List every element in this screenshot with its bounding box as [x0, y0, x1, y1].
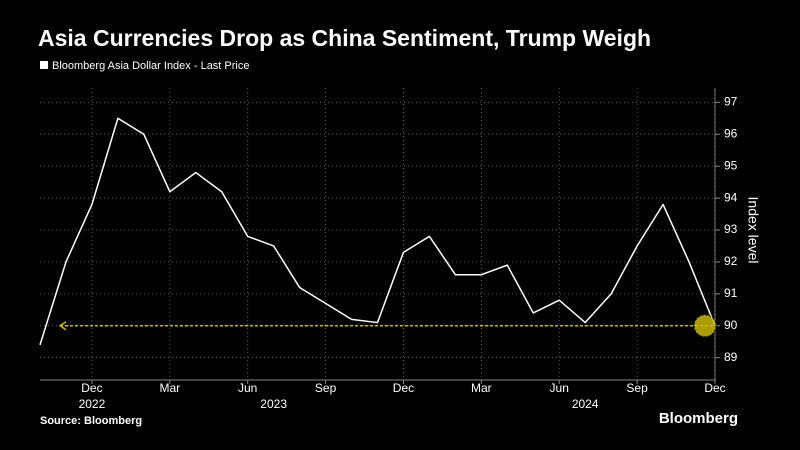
brand: Bloomberg: [659, 410, 738, 427]
chart-title: Asia Currencies Drop as China Sentiment,…: [38, 25, 651, 51]
x-tick-label: Dec: [81, 381, 102, 395]
x-tick-label: Dec: [704, 381, 725, 395]
last-price-arrow: [58, 321, 67, 331]
source: Source: Bloomberg: [40, 415, 142, 427]
x-tick-label: Sep: [315, 381, 337, 395]
x-year-label: 2024: [572, 397, 599, 411]
legend-swatch: [40, 61, 48, 69]
last-price-marker: [693, 314, 717, 338]
x-tick-label: Dec: [393, 381, 414, 395]
x-tick-label: Jun: [238, 381, 257, 395]
legend-label: Bloomberg Asia Dollar Index - Last Price: [52, 60, 249, 72]
y-tick-label: 90: [724, 318, 738, 332]
x-tick-label: Jun: [550, 381, 569, 395]
y-tick-label: 92: [724, 254, 738, 268]
y-tick-label: 93: [724, 222, 738, 236]
x-tick-label: Mar: [159, 381, 180, 395]
y-tick-label: 91: [724, 286, 738, 300]
x-year-label: 2022: [79, 397, 106, 411]
x-tick-label: Sep: [626, 381, 648, 395]
x-tick-label: Mar: [471, 381, 492, 395]
y-tick-label: 96: [724, 126, 738, 140]
series-line: [39, 117, 716, 346]
y-tick-label: 89: [724, 350, 738, 364]
y-tick-label: 97: [724, 95, 738, 109]
y-tick-label: 94: [724, 190, 738, 204]
x-year-label: 2023: [260, 397, 287, 411]
y-axis-label: Index level: [745, 197, 761, 264]
y-tick-label: 95: [724, 158, 738, 172]
